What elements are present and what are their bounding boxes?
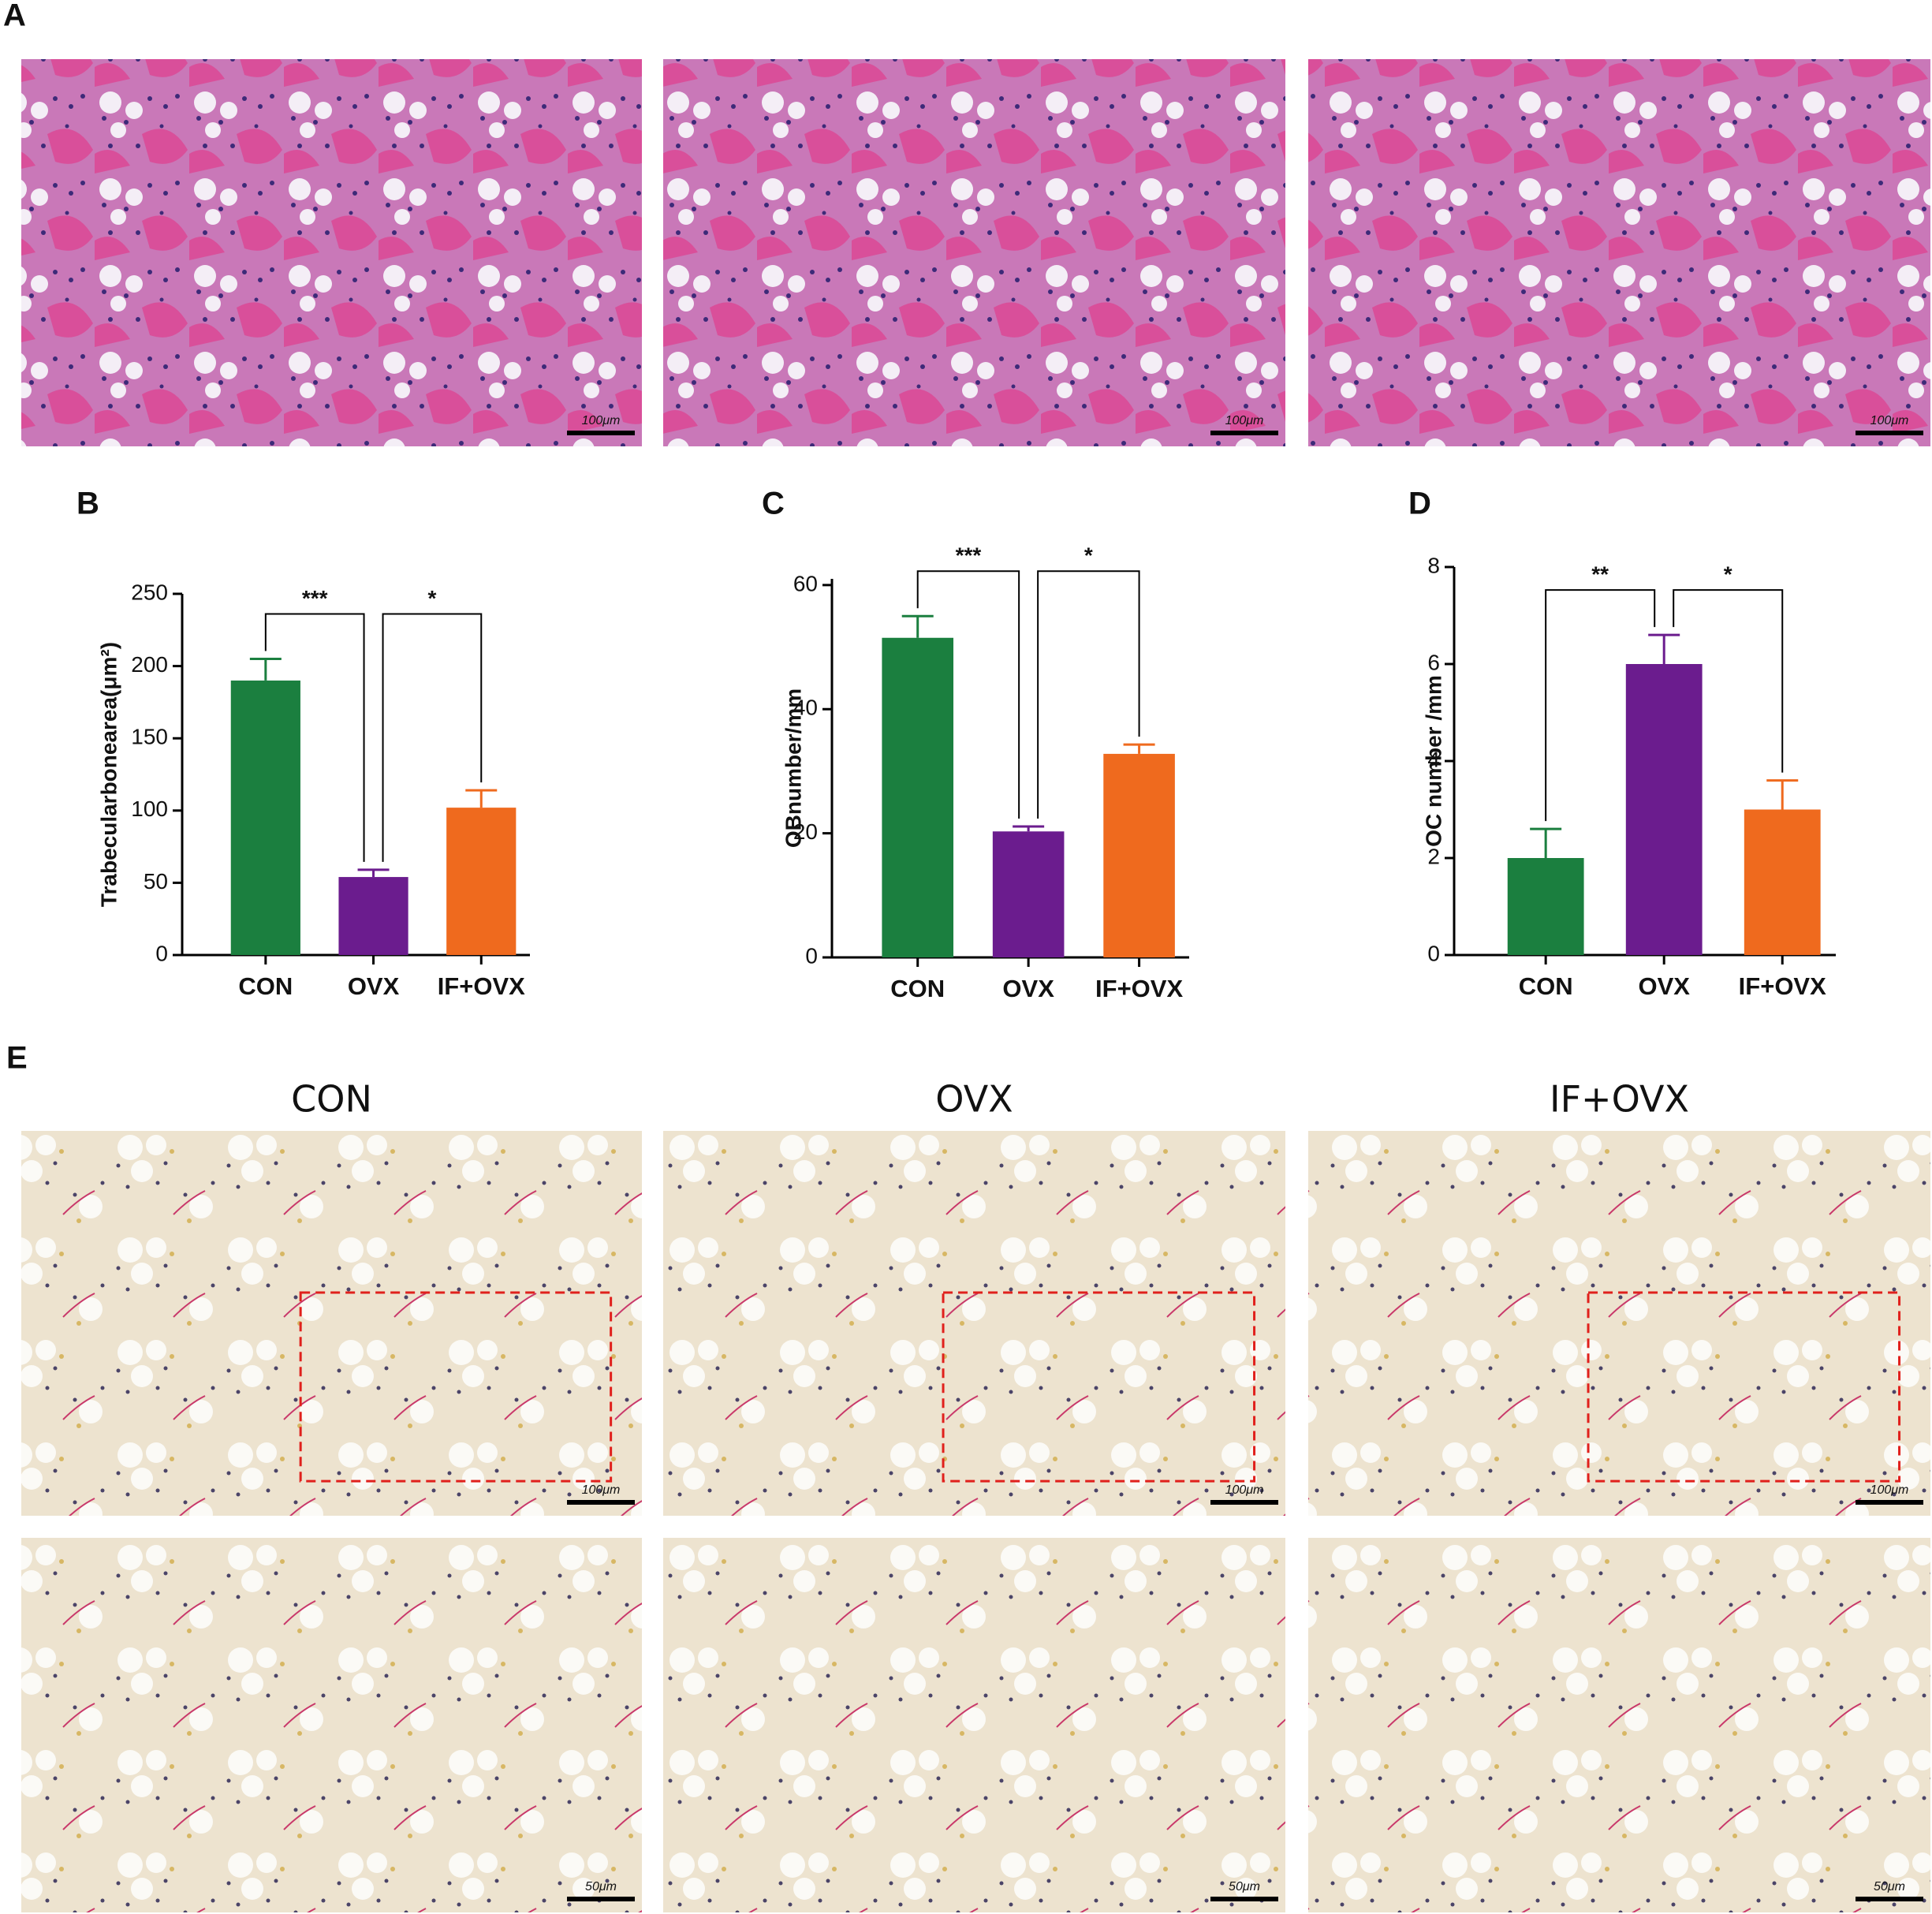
significance-label: * <box>427 586 436 610</box>
scale-bar-label: 100μm <box>1225 414 1264 427</box>
micrograph <box>21 1538 642 1912</box>
y-tick-label: 2 <box>1427 844 1440 868</box>
significance-bracket <box>1673 589 1784 773</box>
scale-bar <box>1210 1897 1278 1901</box>
panel-label: D <box>1408 487 1431 521</box>
y-tick-label: 40 <box>793 696 818 720</box>
y-tick-label: 250 <box>131 580 168 604</box>
scale-bar-label: 100μm <box>1225 1483 1264 1497</box>
bar <box>1507 858 1584 955</box>
significance-label: *** <box>956 543 982 568</box>
x-tick-label: OVX <box>348 972 400 1000</box>
x-tick-label: CON <box>1519 972 1573 1000</box>
x-tick-label: IF+OVX <box>1739 972 1826 1000</box>
error-bar <box>1013 825 1045 832</box>
significance-bracket <box>916 570 1020 819</box>
scale-bar <box>567 431 635 435</box>
significance-label: *** <box>302 586 328 610</box>
x-tick-label: OVX <box>1638 972 1690 1000</box>
bar <box>230 680 300 955</box>
micrograph <box>1308 1538 1930 1912</box>
bar <box>1744 809 1821 955</box>
error-bar <box>1766 779 1799 810</box>
panel-label: B <box>76 487 99 521</box>
error-bar <box>901 614 934 638</box>
panel-label: E <box>6 1041 28 1076</box>
y-tick-label: 4 <box>1427 747 1440 771</box>
scale-bar-label: 100μm <box>1870 414 1909 427</box>
x-tick-label: CON <box>238 972 293 1000</box>
scale-bar <box>1856 1897 1923 1901</box>
x-tick-label: OVX <box>1002 975 1054 1002</box>
significance-bracket <box>1037 570 1140 819</box>
scale-bar <box>1210 1500 1278 1505</box>
significance-bracket <box>1545 589 1656 822</box>
bar <box>882 637 954 957</box>
y-tick-label: 0 <box>1427 941 1440 965</box>
y-tick-label: 100 <box>131 797 168 821</box>
micrograph <box>663 1538 1285 1912</box>
scale-bar-label: 100μm <box>1870 1483 1909 1497</box>
y-tick-label: 0 <box>805 943 818 968</box>
error-bar <box>1530 827 1562 858</box>
significance-label: ** <box>1591 562 1609 586</box>
micrograph <box>663 59 1285 446</box>
scale-bar-label: 100μm <box>582 414 621 427</box>
bar <box>446 808 517 955</box>
panel-label: A <box>3 0 26 33</box>
significance-label: * <box>1724 562 1732 586</box>
micrograph <box>1308 1131 1930 1516</box>
scale-bar-label: 50μm <box>1874 1880 1905 1893</box>
x-tick-label: IF+OVX <box>438 972 525 1000</box>
zoom-region <box>299 1291 613 1483</box>
bar <box>1625 664 1703 955</box>
y-tick-label: 150 <box>131 725 168 749</box>
scale-bar <box>1856 431 1923 435</box>
error-bar <box>357 868 390 878</box>
significance-label: * <box>1084 543 1093 568</box>
x-tick-label: IF+OVX <box>1095 975 1183 1002</box>
y-axis-label: OBnumber/mm <box>781 688 805 848</box>
micrograph <box>21 1131 642 1516</box>
micrograph <box>663 1131 1285 1516</box>
column-title: CON <box>291 1078 372 1121</box>
y-tick-label: 6 <box>1427 650 1440 674</box>
y-tick-label: 20 <box>793 819 818 844</box>
scale-bar <box>1856 1500 1923 1505</box>
micrograph <box>1308 59 1930 446</box>
zoom-region <box>942 1291 1256 1483</box>
significance-bracket <box>382 613 483 862</box>
y-tick-label: 50 <box>144 869 168 894</box>
column-title: IF+OVX <box>1550 1078 1689 1121</box>
bar <box>1103 753 1175 957</box>
y-tick-label: 8 <box>1427 553 1440 577</box>
scale-bar <box>567 1897 635 1901</box>
significance-bracket <box>264 613 365 862</box>
bar <box>992 831 1065 957</box>
error-bar <box>249 657 282 681</box>
scale-bar-label: 50μm <box>1229 1880 1260 1893</box>
y-tick-label: 200 <box>131 652 168 677</box>
scale-bar <box>567 1500 635 1505</box>
error-bar <box>465 789 498 808</box>
micrograph <box>21 59 642 446</box>
scale-bar <box>1210 431 1278 435</box>
zoom-region <box>1587 1291 1901 1483</box>
panel-label: C <box>762 487 785 521</box>
error-bar <box>1648 633 1680 664</box>
x-tick-label: CON <box>890 975 945 1002</box>
y-axis-label: OC number /mm <box>1421 675 1445 847</box>
y-tick-label: 0 <box>155 941 168 965</box>
scale-bar-label: 50μm <box>585 1880 617 1893</box>
scale-bar-label: 100μm <box>582 1483 621 1497</box>
column-title: OVX <box>935 1078 1013 1121</box>
bar <box>338 877 408 955</box>
error-bar <box>1123 743 1155 754</box>
y-tick-label: 60 <box>793 571 818 595</box>
y-axis-label: Trabecularbonearea(μm²) <box>96 642 121 907</box>
